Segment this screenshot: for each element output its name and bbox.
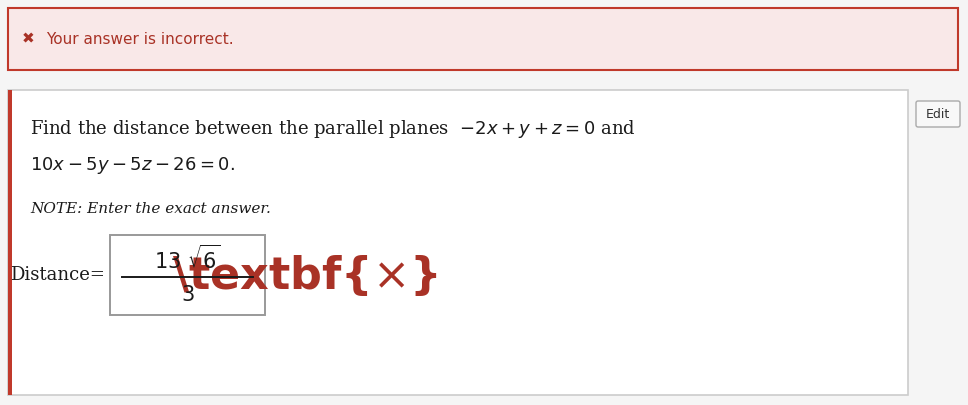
FancyBboxPatch shape	[8, 90, 908, 395]
FancyBboxPatch shape	[8, 90, 12, 395]
Text: $13\ \sqrt{6}$: $13\ \sqrt{6}$	[154, 245, 221, 273]
Text: \textbf{$\times$}: \textbf{$\times$}	[172, 252, 438, 298]
Text: ✖: ✖	[21, 32, 35, 47]
FancyBboxPatch shape	[8, 8, 958, 70]
FancyBboxPatch shape	[916, 101, 960, 127]
FancyBboxPatch shape	[110, 235, 265, 315]
Text: $10x - 5y - 5z - 26 = 0.$: $10x - 5y - 5z - 26 = 0.$	[30, 155, 235, 176]
Text: Your answer is incorrect.: Your answer is incorrect.	[46, 32, 233, 47]
Text: NOTE: Enter the exact answer.: NOTE: Enter the exact answer.	[30, 202, 271, 216]
Text: Edit: Edit	[925, 107, 951, 121]
Text: $3$: $3$	[181, 285, 195, 305]
Text: Distance=: Distance=	[10, 266, 105, 284]
Text: Find the distance between the parallel planes  $-2x + y + z = 0$ and: Find the distance between the parallel p…	[30, 118, 636, 140]
